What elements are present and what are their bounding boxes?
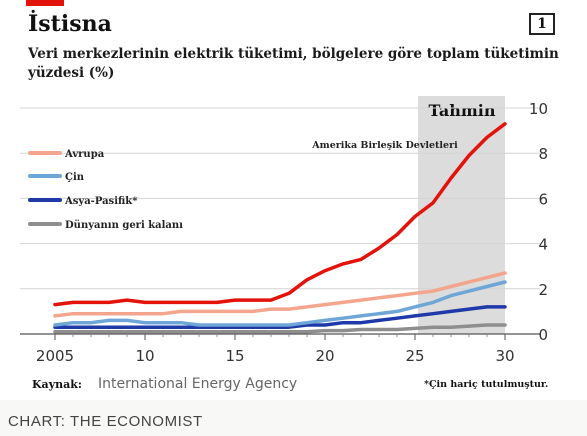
y-tick-label: 2 (538, 281, 548, 299)
y-tick-label: 10 (529, 100, 548, 118)
chart-subtitle: Veri merkezlerinin elektrik tüketimi, bö… (28, 46, 559, 81)
x-tick-label: 10 (135, 347, 154, 365)
chart-title: İstisna (28, 11, 112, 37)
x-tick-label: 30 (495, 347, 514, 365)
series-annotation: Amerika Birleşik Devletleri (311, 140, 458, 151)
series-line-amerika-birle-ik-devletleri (53, 122, 507, 307)
source-label: Kaynak: (32, 378, 82, 391)
legend-label: Dünyanın geri kalanı (65, 220, 183, 231)
chart-number-badge: 1 (529, 13, 555, 35)
brand-red-bar (26, 0, 64, 6)
forecast-label: Tahmin (428, 101, 495, 120)
x-tick-label: 2005 (36, 347, 74, 365)
series-line-asya-pasifik (53, 305, 507, 329)
chart-credit: CHART: THE ECONOMIST (8, 413, 203, 430)
y-tick-label: 0 (538, 326, 548, 344)
line-chart: Tahmin 0 2 4 6 8 10 2005 10 15 20 25 30 Amerika Birle… (20, 96, 548, 365)
legend-label: Çin (65, 172, 85, 183)
source-value: International Energy Agency (98, 376, 298, 392)
legend-label: Asya-Pasifik* (64, 196, 138, 207)
y-tick-label: 8 (538, 145, 548, 163)
series-line-d-nyan-n-geri-kalan (53, 323, 507, 334)
series-line-avrupa (53, 271, 507, 318)
x-tick-label: 25 (405, 347, 424, 365)
y-tick-label: 6 (538, 190, 548, 208)
x-tick-label: 20 (315, 347, 334, 365)
footnote: *Çin hariç tutulmuştur. (424, 379, 549, 390)
y-tick-label: 4 (538, 236, 548, 254)
legend-label: Avrupa (64, 149, 105, 160)
x-tick-label: 15 (225, 347, 244, 365)
series-line-in (53, 280, 507, 327)
